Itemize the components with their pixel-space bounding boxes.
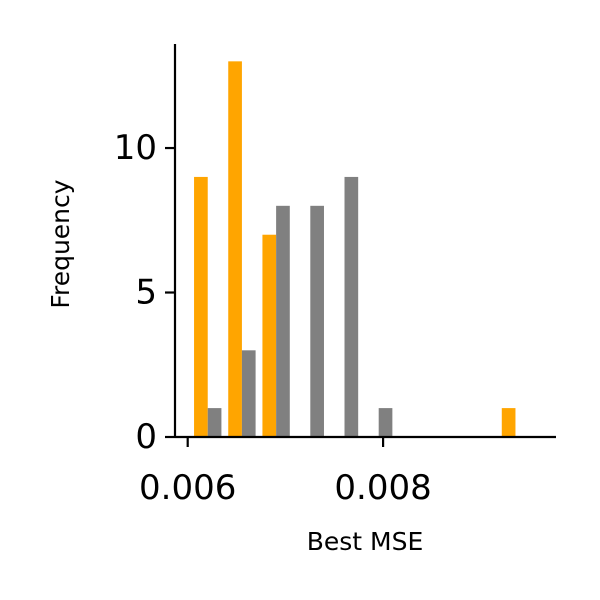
y-tick-label: 10 [114, 128, 157, 168]
x-axis-title: Best MSE [307, 527, 424, 556]
histogram-bar-s1-b4 [344, 176, 359, 437]
histogram-bar-s0-b9 [501, 408, 516, 437]
histogram-bar-s1-b0 [207, 408, 222, 437]
y-axis-title: Frequency [46, 179, 75, 308]
ticks-layer: 0 5 10 0.006 0.008 [114, 128, 432, 508]
y-tick-label: 0 [135, 417, 157, 457]
x-tick-label: 0.008 [334, 468, 431, 508]
histogram-bar-s1-b3 [310, 205, 324, 437]
histogram-bar-s0-b0 [194, 176, 208, 437]
histogram-bar-s0-b1 [228, 61, 242, 438]
histogram-bar-s0-b2 [262, 234, 277, 437]
histogram-bar-s1-b1 [241, 350, 256, 437]
histogram-bar-s1-b2 [276, 205, 290, 437]
y-tick-label: 5 [135, 273, 157, 313]
bars-layer [194, 61, 516, 438]
x-tick-label: 0.006 [139, 468, 236, 508]
histogram-bar-s1-b5 [378, 408, 393, 437]
